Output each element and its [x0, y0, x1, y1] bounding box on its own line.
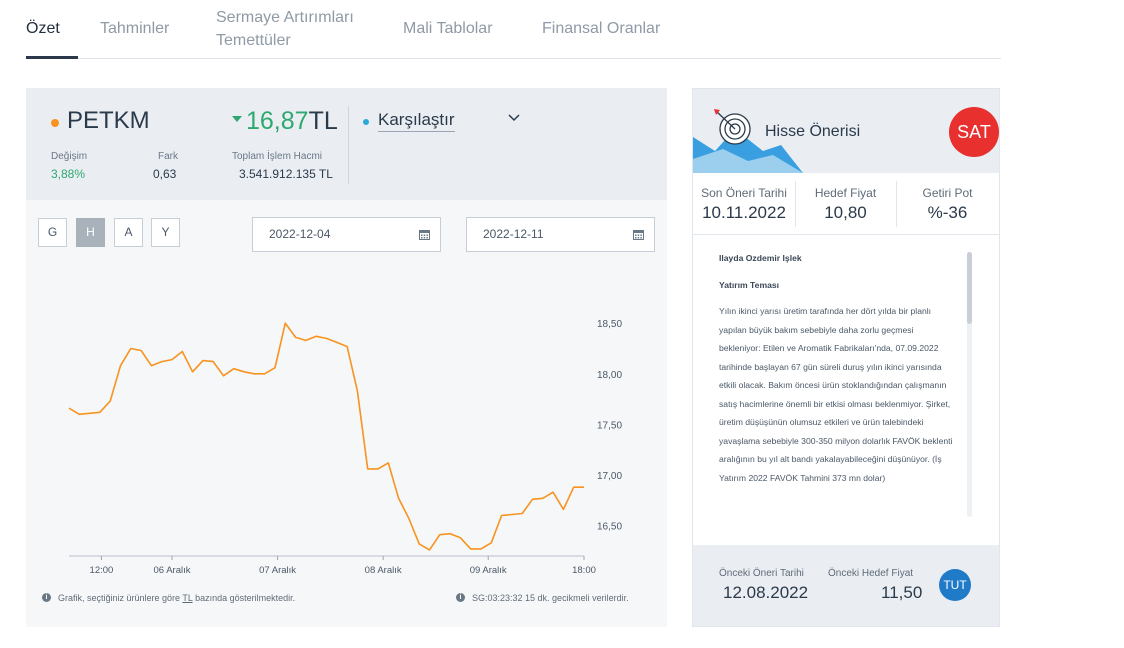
recommendation-panel: Hisse Önerisi SAT Son Öneri Tarihi 10.11… — [692, 88, 1000, 627]
y-tick-label: 16,50 — [597, 522, 622, 533]
info-icon: i — [42, 593, 51, 603]
arrow-down-icon — [232, 116, 242, 123]
y-tick-label: 17,00 — [597, 471, 622, 482]
x-tick-label: 06 Aralık — [154, 565, 191, 576]
info-icon: i — [456, 593, 465, 603]
chevron-down-icon — [508, 114, 520, 122]
stat-date-value: 10.11.2022 — [702, 203, 786, 222]
price-chart-panel: PETKM 16,87TL Karşılaştır Değişim 3,88% … — [26, 88, 667, 627]
tab-ozet[interactable]: Özet — [26, 20, 60, 37]
recommendation-title: Hisse Önerisi — [765, 123, 861, 140]
period-button-a[interactable]: A — [114, 218, 143, 247]
x-tick-label: 07 Aralık — [259, 565, 296, 576]
active-tab-indicator — [26, 56, 78, 59]
hold-badge: TUT — [939, 569, 971, 601]
start-date-value: 2022-12-04 — [269, 227, 331, 241]
stat-target-value: 10,80 — [824, 203, 867, 222]
stat-potential-value: %-36 — [927, 203, 968, 222]
chart-marks: 18,50 18,00 17,50 17,00 16,50 12:00 06 Aralık 0… — [68, 319, 622, 576]
recommendation-header: Hisse Önerisi SAT — [693, 89, 999, 173]
x-tick-label: 08 Aralık — [365, 565, 402, 576]
tab-mali-tablolar[interactable]: Mali Tablolar — [403, 20, 493, 37]
stat-target-label: Hedef Fiyat — [814, 186, 877, 200]
calendar-icon — [633, 230, 644, 240]
price-series-line — [68, 322, 584, 551]
author-name: Ilayda Ozdemir Işlek — [719, 253, 802, 263]
scrollbar-thumb[interactable] — [967, 252, 972, 324]
x-tick-label: 12:00 — [90, 565, 114, 576]
delay-note: i SG:03:23:32 15 dk. gecikmeli verilerdir… — [456, 593, 629, 603]
period-button-y[interactable]: Y — [151, 218, 180, 247]
info-prefix: Grafik, seçtiğiniz ürünlere göre — [58, 593, 183, 603]
prev-target-label: Önceki Hedef Fiyat — [828, 568, 914, 579]
tab-finansal-oranlar[interactable]: Finansal Oranlar — [542, 20, 661, 37]
divider — [896, 181, 897, 227]
divider — [795, 181, 796, 227]
calendar-icon — [419, 230, 430, 240]
delay-text: SG:03:23:32 15 dk. gecikmeli verilerdir. — [472, 593, 629, 603]
diff-value: 0,63 — [153, 167, 177, 181]
stat-date-label: Son Öneri Tarihi — [701, 186, 787, 200]
stat-potential: Getiri Pot %-36 — [896, 173, 999, 235]
x-tick-label: 18:00 — [572, 565, 596, 576]
x-tick-label: 09 Aralık — [470, 565, 507, 576]
recommendation-stats: Son Öneri Tarihi 10.11.2022 Hedef Fiyat … — [693, 173, 999, 235]
end-date-value: 2022-12-11 — [483, 227, 544, 241]
target-icon — [714, 109, 751, 145]
stock-symbol-text: PETKM — [67, 107, 150, 134]
y-tick-label: 18,00 — [597, 370, 622, 381]
chart-info-note: i Grafik, seçtiğiniz ürünlere göre TL baz… — [42, 593, 295, 603]
end-date-input[interactable]: 2022-12-11 — [466, 217, 655, 252]
price-line-chart: 18,50 18,00 17,50 17,00 16,50 12:00 06 Aralık 0… — [68, 319, 622, 576]
compare-dropdown[interactable]: Karşılaştır — [363, 110, 520, 132]
prev-date-value: 12.08.2022 — [723, 583, 809, 602]
change-value: 3,88% — [51, 167, 86, 181]
y-tick-label: 17,50 — [597, 420, 622, 431]
stock-symbol: PETKM — [51, 107, 150, 135]
tab-tahminler[interactable]: Tahminler — [100, 20, 170, 37]
start-date-input[interactable]: 2022-12-04 — [252, 217, 441, 252]
theme-body: Yılın ikinci yarısı üretim tarafında her… — [719, 306, 953, 483]
series-dot-icon — [51, 119, 59, 127]
recommendation-text[interactable]: Ilayda Ozdemir Işlek Yatırım Teması Yılı… — [719, 249, 955, 519]
prev-date-label: Önceki Öneri Tarihi — [719, 568, 804, 579]
compare-label: Karşılaştır — [378, 110, 455, 132]
y-tick-label: 18,50 — [597, 319, 622, 330]
mountain-illustration — [693, 129, 803, 173]
price-value: 16,87 — [246, 107, 309, 135]
stock-header: PETKM 16,87TL Karşılaştır Değişim 3,88% … — [26, 88, 667, 200]
previous-recommendation: Önceki Öneri Tarihi 12.08.2022 Önceki He… — [693, 545, 999, 626]
period-button-h[interactable]: H — [76, 218, 105, 247]
compare-dot-icon — [363, 119, 369, 125]
sell-badge: SAT — [949, 107, 999, 157]
tab-sermaye-artirimlari[interactable]: Sermaye Artırımları Temettüler — [216, 9, 354, 49]
info-suffix: bazında gösterilmektedir. — [192, 593, 296, 603]
volume-label: Toplam İşlem Hacmi — [232, 151, 323, 162]
scrollbar[interactable] — [967, 252, 972, 517]
stat-date: Son Öneri Tarihi 10.11.2022 — [693, 173, 795, 235]
diff-label: Fark — [158, 151, 178, 162]
stock-price: 16,87TL — [232, 107, 338, 136]
period-button-g[interactable]: G — [38, 218, 67, 247]
divider — [348, 106, 349, 184]
volume-value: 3.541.912.135 TL — [239, 167, 333, 181]
price-currency: TL — [308, 107, 338, 135]
tab-bar: Özet Tahminler Sermaye Artırımları Temet… — [26, 0, 1001, 59]
theme-title: Yatırım Teması — [719, 279, 780, 290]
stat-potential-label: Getiri Pot — [922, 186, 973, 200]
prev-target-value: 11,50 — [881, 583, 923, 602]
change-label: Değişim — [51, 151, 88, 162]
stat-target: Hedef Fiyat 10,80 — [795, 173, 896, 235]
info-unit: TL — [182, 593, 193, 603]
